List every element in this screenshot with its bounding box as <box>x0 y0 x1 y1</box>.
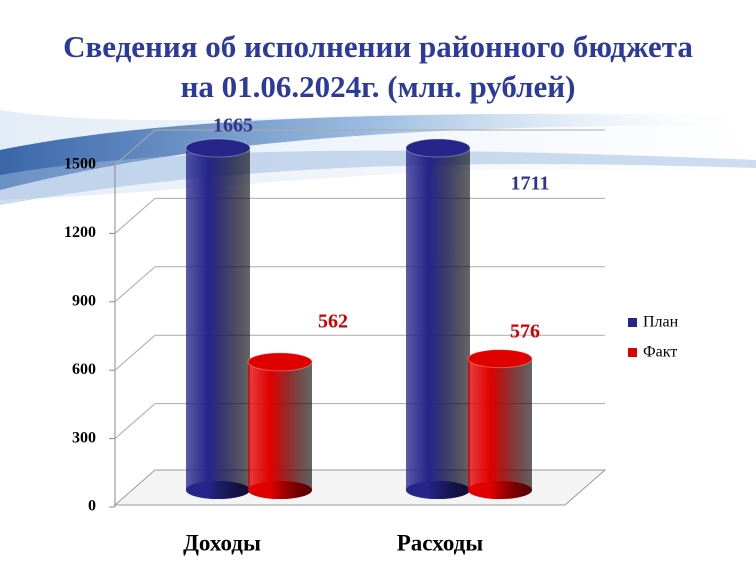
grid-line <box>114 334 156 371</box>
grid-line <box>114 129 156 166</box>
legend-label: Факт <box>643 344 677 361</box>
legend-label: План <box>643 314 679 331</box>
grid-line <box>114 403 156 439</box>
value-label: 562 <box>318 311 348 333</box>
chart-title: Сведения об исполнении районного бюджета <box>63 29 693 64</box>
grid-line <box>114 198 156 234</box>
legend-swatch <box>628 348 637 357</box>
y-tick-label: 900 <box>72 292 96 309</box>
grid-line <box>114 266 156 303</box>
bar-top <box>185 138 251 158</box>
chart-subtitle: на 01.06.2024г. (млн. рублей) <box>181 69 576 104</box>
bar-top <box>467 349 533 369</box>
y-tick-label: 1500 <box>64 156 96 173</box>
bar-top <box>405 138 471 158</box>
y-tick-label: 0 <box>88 498 96 515</box>
legend-swatch <box>628 318 637 327</box>
y-tick-label: 1200 <box>64 224 96 241</box>
value-label: 1711 <box>511 173 550 195</box>
value-label: 576 <box>510 321 540 343</box>
bar <box>248 361 312 499</box>
bar <box>186 148 250 499</box>
y-tick-label: 300 <box>72 429 96 446</box>
background <box>0 110 756 205</box>
bar-top <box>247 352 313 372</box>
value-label: 1665 <box>213 115 253 137</box>
bar <box>406 148 470 499</box>
y-tick-label: 600 <box>72 361 96 378</box>
x-tick-label: Расходы <box>397 530 484 555</box>
x-tick-label: Доходы <box>183 530 261 555</box>
bar <box>468 358 532 499</box>
